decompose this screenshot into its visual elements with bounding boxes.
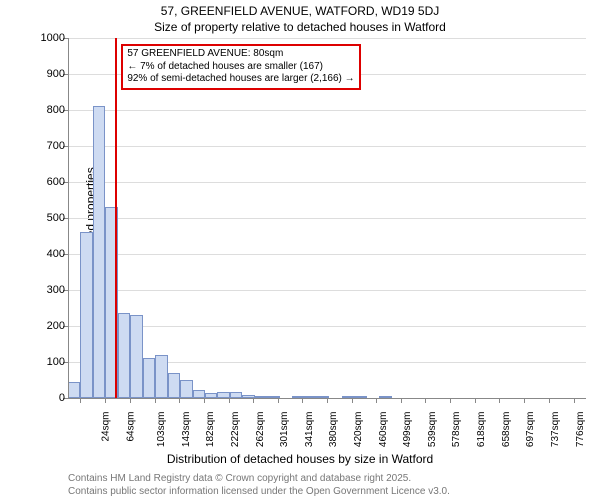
x-tick-label: 341sqm [304,412,315,448]
x-axis-line [68,398,586,399]
x-tick-label: 222sqm [230,412,241,448]
annotation-line: 57 GREENFIELD AVENUE: 80sqm [127,48,354,61]
x-tick-label: 182sqm [205,412,216,448]
x-tick-label: 460sqm [378,412,389,448]
y-tick-label: 500 [47,212,65,224]
gridline [68,326,586,327]
x-tick-label: 64sqm [126,412,137,442]
x-tick-label: 262sqm [255,412,266,448]
chart-title-line2: Size of property relative to detached ho… [0,20,600,34]
histogram-bar [193,390,205,398]
histogram-bar [180,380,192,398]
y-tick-label: 300 [47,284,65,296]
chart-container: 57, GREENFIELD AVENUE, WATFORD, WD19 5DJ… [0,0,600,500]
x-tick-label: 499sqm [402,412,413,448]
histogram-bar [168,373,180,398]
y-tick-label: 200 [47,320,65,332]
histogram-bar [130,315,142,398]
x-tick-label: 776sqm [575,412,586,448]
chart-title-line1: 57, GREENFIELD AVENUE, WATFORD, WD19 5DJ [0,4,600,18]
histogram-bar [143,358,155,398]
x-axis-label: Distribution of detached houses by size … [0,452,600,466]
y-tick-label: 400 [47,248,65,260]
x-tick-label: 380sqm [328,412,339,448]
annotation-line: 92% of semi-detached houses are larger (… [127,73,354,86]
y-tick-label: 700 [47,140,65,152]
annotation-box: 57 GREENFIELD AVENUE: 80sqm← 7% of detac… [121,44,360,90]
histogram-bar [68,382,80,398]
y-tick-label: 0 [59,392,65,404]
x-tick-label: 737sqm [550,412,561,448]
histogram-bar [118,313,130,398]
annotation-line: ← 7% of detached houses are smaller (167… [127,61,354,74]
x-tick-label: 697sqm [526,412,537,448]
x-tick-label: 24sqm [101,412,112,442]
gridline [68,254,586,255]
gridline [68,146,586,147]
y-axis-line [68,38,69,398]
y-tick-label: 600 [47,176,65,188]
x-tick-label: 578sqm [451,412,462,448]
y-tick-label: 100 [47,356,65,368]
footer-line1: Contains HM Land Registry data © Crown c… [68,473,411,484]
histogram-bar [155,355,167,398]
x-tick-label: 658sqm [501,412,512,448]
footer-line2: Contains public sector information licen… [68,486,450,497]
x-tick-label: 143sqm [181,412,192,448]
gridline [68,290,586,291]
histogram-bar [93,106,105,398]
x-tick-label: 539sqm [427,412,438,448]
x-tick-label: 618sqm [476,412,487,448]
y-tick-label: 1000 [41,32,65,44]
x-tick-label: 103sqm [156,412,167,448]
y-tick-label: 900 [47,68,65,80]
gridline [68,110,586,111]
plot-area: 57 GREENFIELD AVENUE: 80sqm← 7% of detac… [68,38,586,398]
x-tick-label: 301sqm [279,412,290,448]
histogram-bar [80,232,92,398]
gridline [68,218,586,219]
x-tick-label: 420sqm [353,412,364,448]
gridline [68,182,586,183]
y-tick-label: 800 [47,104,65,116]
gridline [68,38,586,39]
marker-line [115,38,117,398]
